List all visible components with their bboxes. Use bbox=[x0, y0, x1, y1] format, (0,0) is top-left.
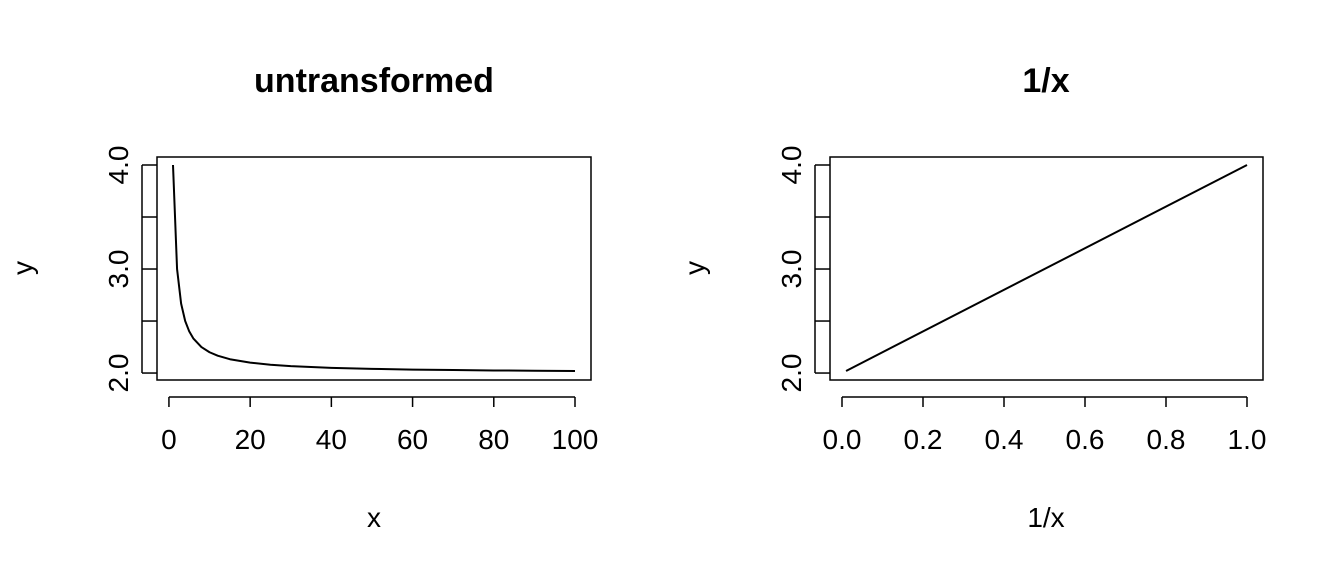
x-tick-label: 0.0 bbox=[823, 424, 862, 455]
x-tick-label: 0 bbox=[161, 424, 177, 455]
chart-panel-1: untransformed 0 20 40 60 80 100 2.0 3.0 4.0 x y bbox=[7, 62, 598, 533]
series-line bbox=[172, 164, 576, 372]
x-tick-label: 0.2 bbox=[904, 424, 943, 455]
x-axis-label: x bbox=[367, 502, 381, 533]
chart-title: untransformed bbox=[254, 62, 494, 100]
plot-frame bbox=[156, 156, 592, 381]
y-tick-label: 3.0 bbox=[776, 250, 807, 289]
x-tick-label: 40 bbox=[316, 424, 347, 455]
x-axis-label: 1/x bbox=[1027, 502, 1064, 533]
series-line bbox=[845, 164, 1248, 372]
x-tick-label: 0.8 bbox=[1147, 424, 1186, 455]
x-tick-label: 0.4 bbox=[985, 424, 1024, 455]
y-tick-label: 3.0 bbox=[103, 250, 134, 289]
x-tick-label: 60 bbox=[397, 424, 428, 455]
y-axis-label: y bbox=[7, 261, 38, 275]
x-tick-label: 1.0 bbox=[1228, 424, 1267, 455]
x-tick-label: 20 bbox=[235, 424, 266, 455]
x-tick-label: 80 bbox=[478, 424, 509, 455]
y-tick-label: 2.0 bbox=[776, 354, 807, 393]
x-tick-label: 0.6 bbox=[1066, 424, 1105, 455]
x-tick-label: 100 bbox=[552, 424, 599, 455]
y-tick-label: 2.0 bbox=[103, 354, 134, 393]
chart-title: 1/x bbox=[1022, 62, 1069, 100]
y-tick-label: 4.0 bbox=[776, 146, 807, 185]
y-tick-label: 4.0 bbox=[103, 146, 134, 185]
chart-panel-2: 1/x 0.0 0.2 0.4 0.6 0.8 1.0 2.0 3.0 4.0 1/x y bbox=[679, 62, 1266, 533]
y-axis-label: y bbox=[679, 261, 710, 275]
